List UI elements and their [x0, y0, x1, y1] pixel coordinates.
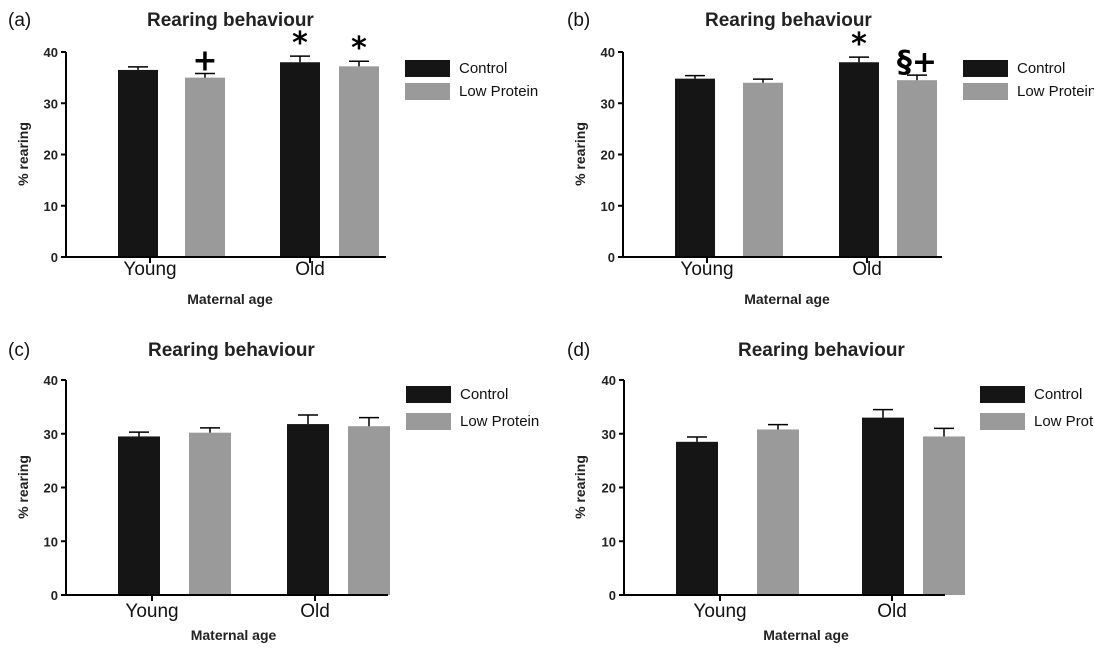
bar: [339, 66, 379, 257]
bar: [757, 429, 799, 595]
low-protein-swatch: [963, 82, 1008, 100]
legend-item-control: Control: [963, 58, 1065, 78]
bar: [189, 432, 231, 595]
legend-label: Low Protein: [459, 82, 539, 100]
bar: [839, 62, 879, 257]
significance-mark: *: [292, 26, 308, 61]
legend-item-low-protein: Low Protein: [980, 411, 1094, 431]
y-tick-label: 20: [601, 148, 615, 163]
panel-b: (b) Rearing behaviour * §+ 0 10 20 30 40 Young O…: [557, 0, 1094, 325]
panel-c: (c) Rearing behaviour 0 10 20 30 40 Young Old M…: [0, 325, 547, 650]
low-protein-swatch: [405, 82, 450, 100]
legend-label: Control: [459, 59, 508, 77]
chart-title: Rearing behaviour: [148, 340, 315, 361]
panel-label: (b): [567, 10, 591, 31]
panel-a: (a) Rearing behaviour * + * 0 10 20 30 40 Young O…: [0, 0, 547, 325]
bar: [118, 69, 158, 257]
y-tick-label: 40: [44, 373, 58, 388]
legend-label: Low Protein: [1017, 82, 1094, 100]
significance-mark: *: [851, 27, 867, 62]
x-tick-label: Young: [693, 601, 746, 622]
y-tick-label: 30: [602, 427, 616, 442]
x-tick-label: Young: [680, 259, 733, 280]
y-tick-label: 40: [602, 373, 616, 388]
x-axis-title: Maternal age: [191, 627, 277, 643]
bar: [348, 426, 390, 595]
bar: [675, 78, 715, 258]
y-tick-label: 0: [608, 250, 615, 265]
legend-label: Control: [1017, 59, 1066, 77]
bar: [743, 82, 783, 257]
bar: [287, 424, 329, 595]
legend-item-low-protein: Low Protein: [963, 81, 1094, 101]
bar: [118, 436, 160, 595]
panel-label: (a): [8, 10, 32, 31]
y-tick-label: 10: [44, 534, 58, 549]
y-tick-label: 10: [601, 199, 615, 214]
chart-title: Rearing behaviour: [705, 10, 872, 31]
x-tick-label: Old: [300, 601, 330, 622]
control-swatch: [980, 385, 1025, 403]
significance-mark: §+: [897, 45, 937, 80]
x-tick-label: Young: [125, 601, 178, 622]
y-tick-label: 30: [44, 96, 58, 111]
low-protein-swatch: [406, 412, 451, 430]
legend-label: Low Protein: [1034, 412, 1094, 430]
bar: [280, 62, 320, 257]
y-tick-label: 0: [51, 588, 58, 603]
x-tick-label: Old: [852, 259, 882, 280]
panel-label: (c): [8, 340, 31, 361]
y-tick-label: 0: [51, 250, 58, 265]
legend-item-low-protein: Low Protein: [406, 411, 539, 431]
y-tick-label: 20: [602, 481, 616, 496]
y-tick-label: 40: [44, 45, 58, 60]
x-tick-label: Old: [877, 601, 907, 622]
bar: [897, 80, 937, 257]
legend-item-control: Control: [406, 384, 508, 404]
bar: [676, 441, 718, 595]
bar: [185, 77, 225, 257]
panel-label: (d): [567, 340, 591, 361]
y-axis-title: % rearing: [15, 122, 31, 186]
bar-chart: 0 10 20 30 40 Young Old Maternal age % rearing: [572, 373, 965, 643]
chart-title: Rearing behaviour: [738, 340, 905, 361]
legend-label: Control: [460, 385, 509, 403]
control-swatch: [963, 59, 1008, 77]
significance-mark: *: [351, 31, 367, 66]
y-tick-label: 0: [609, 588, 616, 603]
x-axis-title: Maternal age: [187, 291, 273, 307]
panel-d: (d) Rearing behaviour 0 10 20 30 40 Young Old M…: [557, 325, 1094, 650]
legend-label: Low Protein: [460, 412, 540, 430]
y-tick-label: 30: [44, 427, 58, 442]
significance-mark: +: [192, 44, 217, 79]
control-swatch: [405, 59, 450, 77]
y-axis-title: % rearing: [572, 455, 588, 519]
low-protein-swatch: [980, 412, 1025, 430]
legend-item-control: Control: [405, 58, 507, 78]
chart-title: Rearing behaviour: [147, 10, 314, 31]
legend-item-control: Control: [980, 384, 1082, 404]
x-tick-label: Old: [295, 259, 325, 280]
y-tick-label: 40: [601, 45, 615, 60]
y-tick-label: 20: [44, 148, 58, 163]
bar-chart: * + * 0 10 20 30 40 Young Old Maternal age % rearin…: [15, 26, 386, 307]
x-axis-title: Maternal age: [744, 291, 830, 307]
y-tick-label: 10: [602, 534, 616, 549]
bar-chart: 0 10 20 30 40 Young Old Maternal age % rearing: [15, 373, 390, 643]
y-axis-title: % rearing: [572, 122, 588, 186]
x-axis-title: Maternal age: [763, 627, 849, 643]
y-axis-title: % rearing: [15, 455, 31, 519]
y-tick-label: 20: [44, 481, 58, 496]
bar-chart: * §+ 0 10 20 30 40 Young Old Maternal age % rearin…: [572, 27, 942, 307]
control-swatch: [406, 385, 451, 403]
y-tick-label: 30: [601, 96, 615, 111]
x-tick-label: Young: [123, 259, 176, 280]
bar: [923, 436, 965, 595]
y-tick-label: 10: [44, 199, 58, 214]
bar: [862, 417, 904, 595]
legend-item-low-protein: Low Protein: [405, 81, 538, 101]
legend-label: Control: [1034, 385, 1083, 403]
